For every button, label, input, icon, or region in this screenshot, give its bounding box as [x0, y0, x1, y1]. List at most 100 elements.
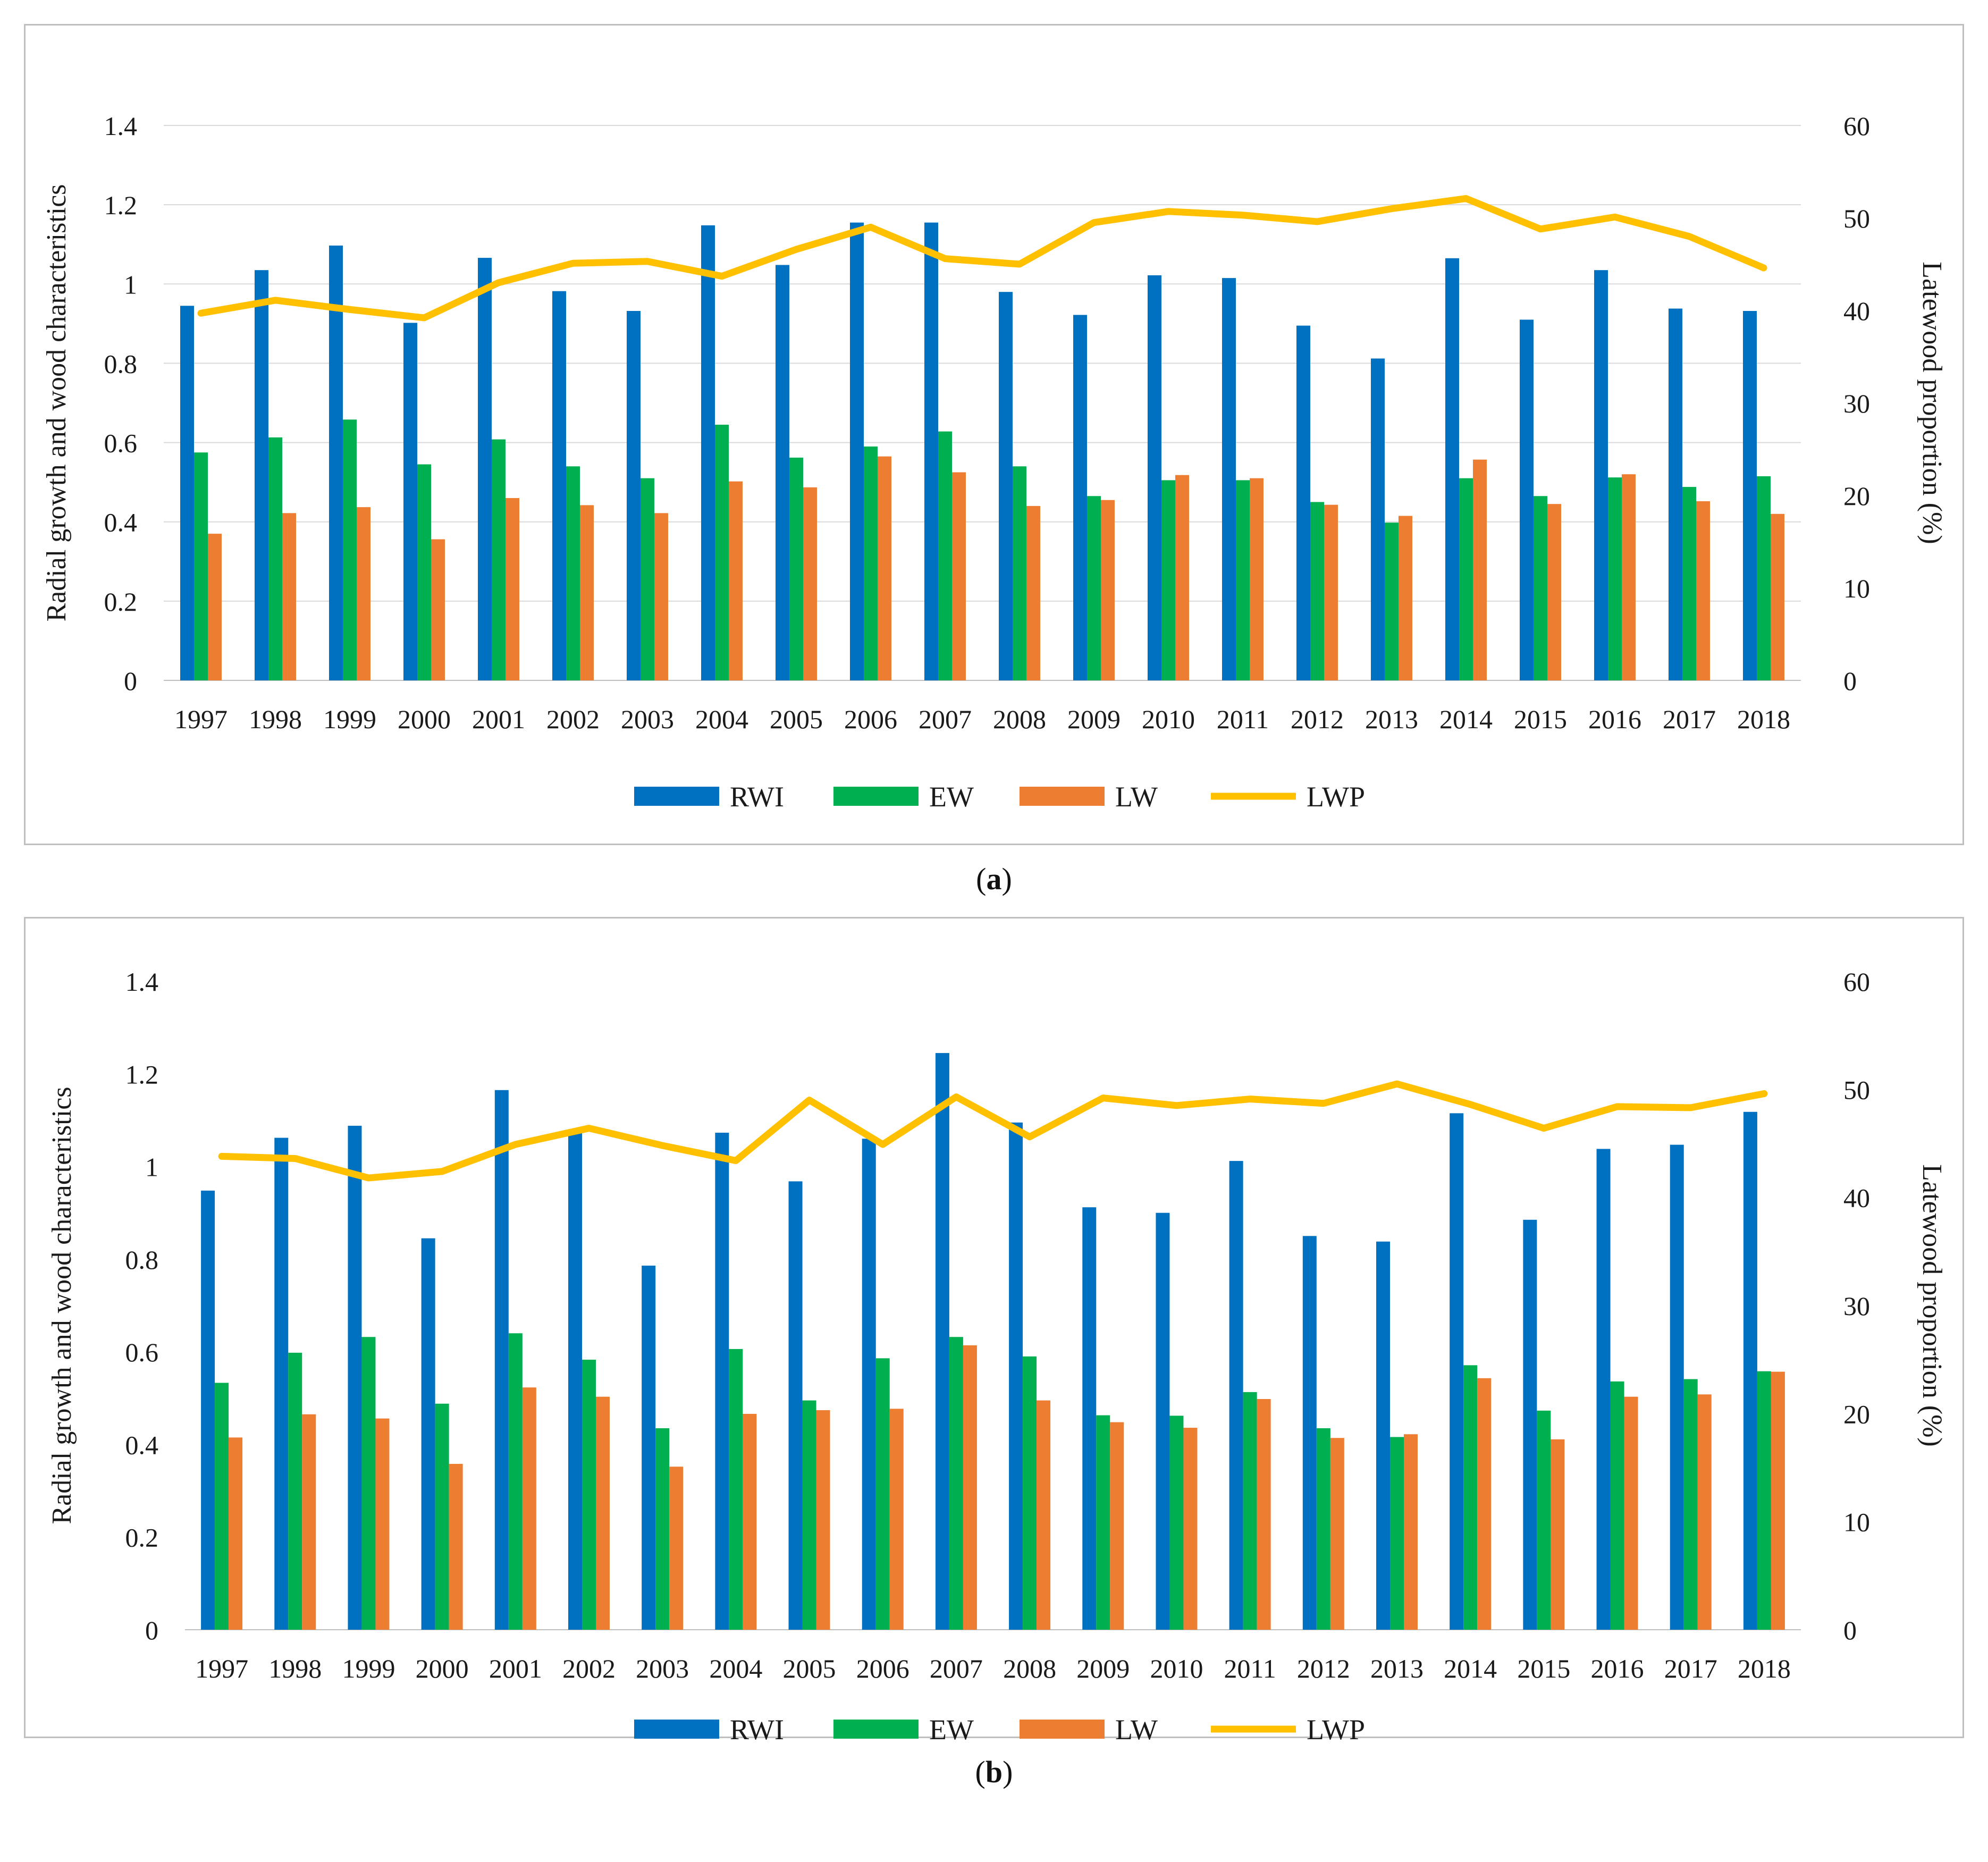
bar-lw [1477, 1378, 1492, 1630]
bar-ew [1236, 480, 1250, 680]
bar-lw [1404, 1434, 1418, 1630]
y-right-tick-label: 50 [1843, 204, 1870, 233]
x-tick-label: 2002 [546, 704, 600, 734]
x-tick-label: 1999 [342, 1654, 395, 1683]
x-tick-label: 2017 [1664, 1654, 1717, 1683]
y-right-tick-label: 20 [1843, 481, 1870, 511]
bar-rwi [776, 265, 789, 680]
bar-rwi [1009, 1122, 1023, 1630]
x-tick-label: 2010 [1142, 704, 1195, 734]
bar-rwi [1296, 325, 1310, 680]
bar-rwi [924, 222, 938, 680]
y-axis-title: Radial growth and wood characteristics [47, 1086, 77, 1524]
y-right-tick-label: 0 [1843, 666, 1857, 696]
y-tick-label: 0 [124, 666, 137, 696]
bar-lw [1624, 1396, 1638, 1630]
bar-ew [288, 1352, 302, 1630]
chart-b: 0 0.2 0.4 0.6 0.8 1 1.2 1.4 0 10 20 30 40 50 60 1997 199… [47, 967, 1947, 1740]
bar-rwi [180, 306, 194, 680]
bar-rwi [1376, 1241, 1390, 1630]
bar-lw [596, 1396, 610, 1630]
x-tick-label: 2002 [562, 1654, 616, 1683]
bar-rwi [201, 1190, 215, 1630]
bar-lw [1026, 505, 1040, 680]
bar-rwi [850, 222, 864, 680]
bar-ew [1757, 1371, 1771, 1630]
x-tick-label: 2017 [1663, 704, 1716, 734]
bar-rwi [1082, 1207, 1097, 1630]
x-tick-label: 2012 [1291, 704, 1344, 734]
bar-lw [963, 1345, 977, 1630]
y-right-axis-title: Latewood proportion (%) [1917, 262, 1947, 544]
x-tick-label: 2018 [1738, 1654, 1791, 1683]
bar-lw [1771, 1371, 1785, 1630]
y-tick-label: 0.6 [104, 428, 138, 458]
bar-ew [582, 1359, 596, 1630]
bar-lw [1771, 513, 1784, 680]
legend-label-rwi: RWI [730, 781, 784, 813]
bar-lw [654, 513, 668, 680]
bar-ew [435, 1403, 449, 1630]
x-tick-label: 2005 [770, 704, 823, 734]
bar-ew [789, 457, 803, 680]
caption-b-open: ( [975, 1755, 985, 1789]
bar-lw [1324, 504, 1338, 680]
bar-ew [566, 466, 580, 680]
bar-rwi [421, 1238, 435, 1630]
x-tick-label: 2012 [1297, 1654, 1350, 1683]
bar-rwi [701, 225, 715, 680]
x-tick-label: 2004 [709, 1654, 762, 1683]
y-right-axis-title: Latewood proportion (%) [1917, 1164, 1947, 1446]
bar-ew [715, 425, 729, 680]
bar-ew [492, 439, 506, 680]
bar-rwi [715, 1132, 729, 1630]
bar-lw [1473, 459, 1487, 680]
bar-rwi [999, 292, 1013, 680]
bar-ew [194, 452, 208, 680]
y-right-tick-label: 60 [1843, 111, 1870, 141]
bar-lw [522, 1387, 536, 1630]
bar-lw [669, 1467, 684, 1630]
x-tick-label: 2013 [1365, 704, 1418, 734]
bar-ew [215, 1383, 229, 1630]
x-tick-label: 2008 [993, 704, 1046, 734]
line-lwp [218, 1080, 1768, 1182]
bar-rwi [1743, 1111, 1757, 1630]
bar-ew [1096, 1415, 1110, 1630]
bar-ew [641, 478, 654, 680]
bar-rwi [1596, 1149, 1611, 1630]
legend-label-lwp: LWP [1307, 1714, 1365, 1740]
bar-lw [208, 534, 222, 680]
legend-swatch-lw [1020, 787, 1105, 806]
x-tick-label: 2008 [1003, 1654, 1056, 1683]
y-tick-label: 1 [145, 1152, 158, 1182]
bar-ew [1463, 1365, 1478, 1630]
x-tick-label: 2011 [1217, 704, 1269, 734]
bar-ew [1161, 480, 1175, 680]
y-right-tick-label: 50 [1843, 1075, 1870, 1105]
x-tick-label: 2006 [856, 1654, 909, 1683]
bar-lw [729, 481, 743, 680]
bar-lw [803, 487, 817, 680]
bar-ew [1537, 1410, 1551, 1630]
bar-rwi [568, 1130, 582, 1630]
bar-ew [938, 431, 952, 680]
bar-lw [1183, 1428, 1198, 1630]
x-tick-label: 2016 [1591, 1654, 1644, 1683]
bar-lw [878, 456, 891, 680]
bar-lw [282, 513, 296, 680]
x-tick-label: 2000 [398, 704, 451, 734]
x-tick-label: 2009 [1076, 1654, 1130, 1683]
x-tick-label: 2014 [1439, 704, 1493, 734]
bar-lw [302, 1414, 316, 1630]
bar-ew [1169, 1416, 1184, 1630]
y-right-tick-label: 40 [1843, 296, 1870, 326]
bar-rwi [1594, 270, 1608, 681]
bar-lw [449, 1464, 463, 1630]
x-tick-label: 2009 [1067, 704, 1121, 734]
chart-panel-a: 0 0.2 0.4 0.6 0.8 1 1.2 1.4 0 10 20 30 40 50 60 1997 199… [24, 24, 1964, 845]
caption-b-close: ) [1003, 1755, 1013, 1789]
x-tick-label: 2006 [844, 704, 897, 734]
bar-lw [743, 1413, 757, 1630]
legend-label-ew: EW [929, 1714, 974, 1740]
